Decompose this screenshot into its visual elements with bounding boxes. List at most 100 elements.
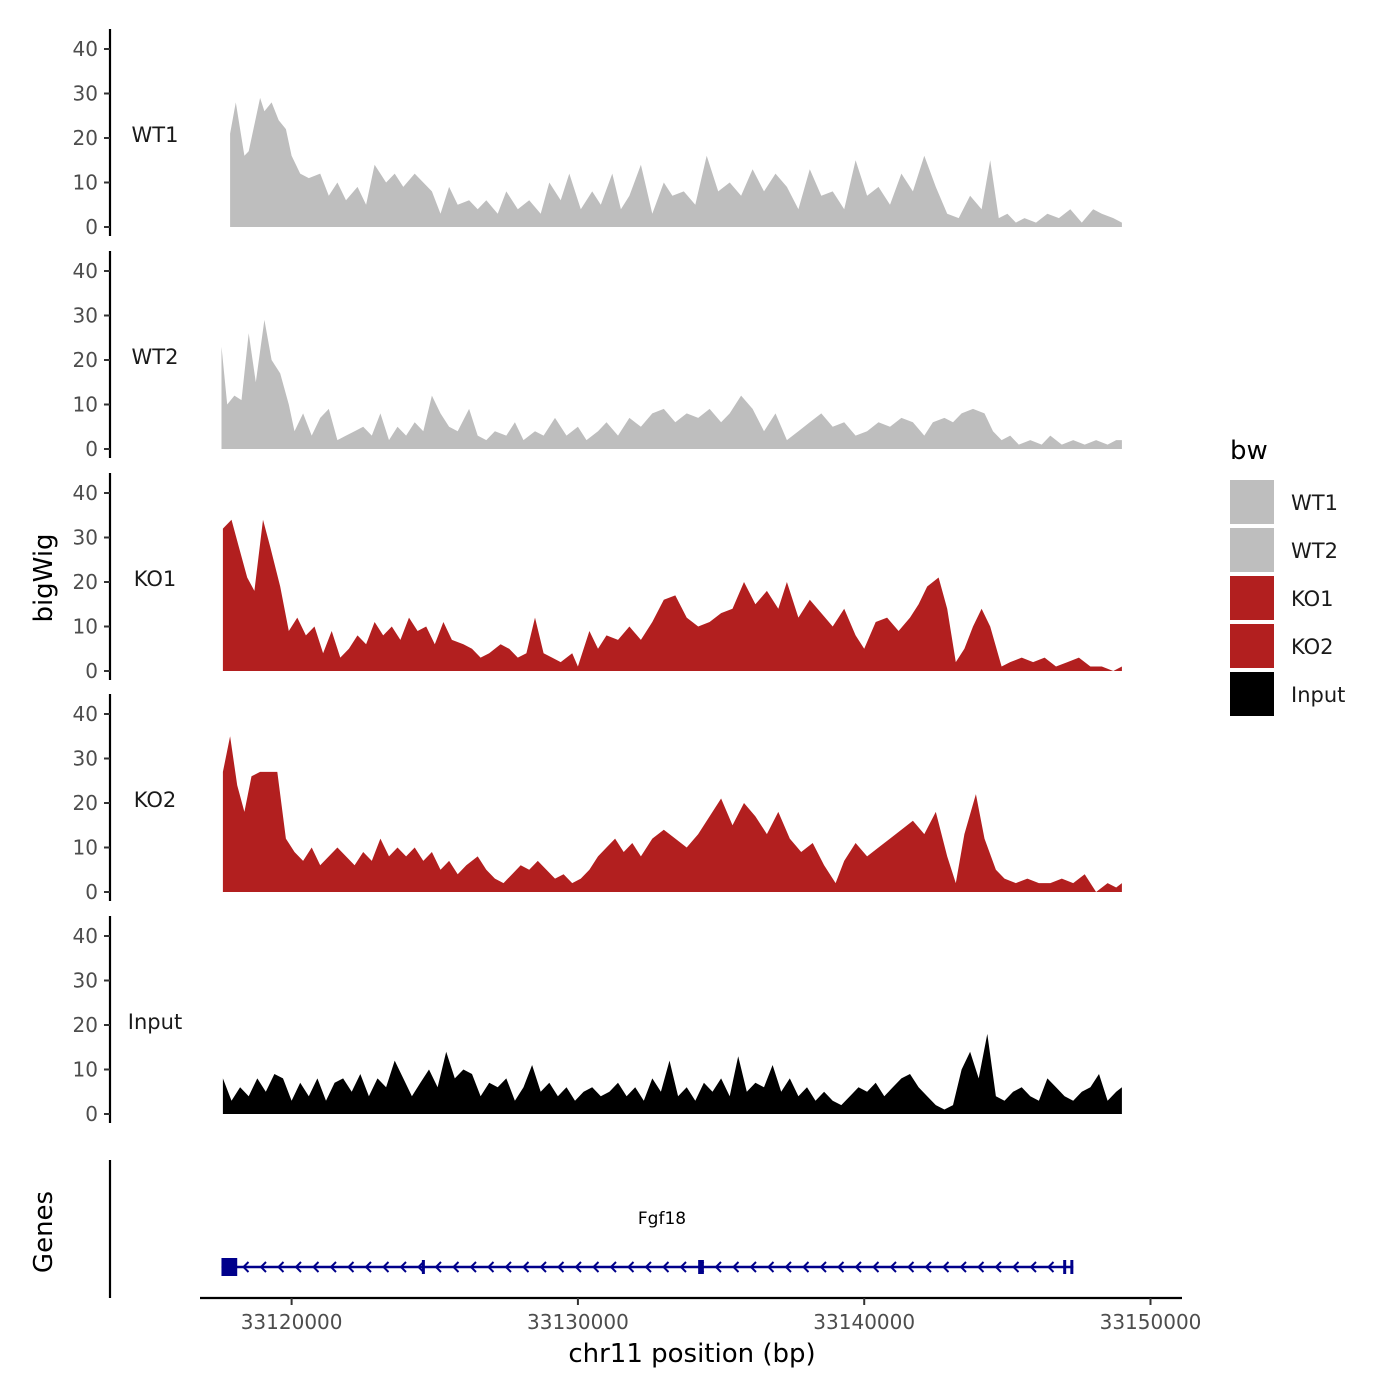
strand-arrow [452,1261,460,1273]
strand-arrow [609,1261,617,1273]
y-tick-label: 30 [73,969,98,993]
coverage-area-wt1 [230,97,1122,228]
gene-exon [698,1260,704,1274]
strand-arrow [644,1261,652,1273]
coverage-area-ko2 [222,736,1122,892]
coverage-tracks: 0 10 20 30 40 WT1 0 10 20 30 40 WT2 0 10 20 30 40 KO1 0 10 2… [73,29,1122,1126]
strand-arrow [907,1261,915,1273]
strand-arrow [889,1261,897,1273]
strand-arrow [749,1261,757,1273]
y-tick-label: 30 [73,82,98,106]
track-ko1: 0 10 20 30 40 KO1 [73,473,1122,683]
strand-arrow [294,1261,302,1273]
strand-arrow [1029,1261,1037,1273]
genes-axis-title: Genes [29,1191,59,1273]
legend-label: WT1 [1291,491,1338,515]
legend-label: Input [1291,683,1345,707]
gene-exon [221,1258,238,1276]
legend: bw WT1 WT2 KO1 KO2 Input [1230,436,1345,716]
track-input: 0 10 20 30 40 Input [73,916,1122,1126]
strand-arrow [942,1261,950,1273]
track-label: WT1 [132,123,179,147]
strand-arrow [924,1261,932,1273]
strand-arrow [784,1261,792,1273]
strand-arrow [522,1261,530,1273]
track-label: Input [128,1010,182,1034]
strand-arrow [627,1261,635,1273]
y-tick-label: 30 [73,304,98,328]
track-ko2: 0 10 20 30 40 KO2 [73,694,1122,904]
track-label: KO2 [134,788,177,812]
strand-arrow [767,1261,775,1273]
y-tick-label: 40 [73,481,98,505]
strand-arrow [382,1261,390,1273]
legend-key-ko1 [1230,576,1274,620]
y-tick-label: 40 [73,924,98,948]
track-label: KO1 [134,567,177,591]
y-tick-label: 10 [73,836,98,860]
strand-arrow [994,1261,1002,1273]
y-tick-label: 0 [85,659,98,683]
strand-arrow [539,1261,547,1273]
strand-arrow [487,1261,495,1273]
x-axis-title: chr11 position (bp) [568,1339,815,1369]
strand-arrow [977,1261,985,1273]
y-tick-label: 20 [73,348,98,372]
y-tick-label: 40 [73,259,98,283]
strand-arrow [259,1261,267,1273]
track-label: WT2 [132,345,179,369]
y-tick-label: 30 [73,747,98,771]
strand-arrow [714,1261,722,1273]
y-tick-label: 20 [73,1013,98,1037]
x-tick-label: 33130000 [527,1310,629,1334]
y-tick-label: 20 [73,570,98,594]
strand-arrow [417,1261,425,1273]
strand-arrow [662,1261,670,1273]
strand-arrow [802,1261,810,1273]
legend-key-input [1230,672,1274,716]
gene-exon [1070,1260,1074,1274]
legend-title: bw [1230,436,1268,466]
strand-arrow [329,1261,337,1273]
gene-panel: Fgf18 [108,1160,1074,1298]
coverage-area-wt2 [221,319,1122,449]
y-tick-label: 10 [73,615,98,639]
strand-arrow [732,1261,740,1273]
strand-arrow [854,1261,862,1273]
y-tick-label: 10 [73,1058,98,1082]
strand-arrow [819,1261,827,1273]
track-wt1: 0 10 20 30 40 WT1 [73,29,1122,239]
strand-arrow [399,1261,407,1273]
coverage-area-ko1 [222,519,1122,671]
legend-key-wt1 [1230,480,1274,524]
strand-arrow [837,1261,845,1273]
legend-key-wt2 [1230,528,1274,572]
y-tick-label: 10 [73,171,98,195]
y-tick-label: 10 [73,393,98,417]
gene-label: Fgf18 [638,1209,686,1229]
legend-label: KO1 [1291,587,1334,611]
strand-arrow [469,1261,477,1273]
strand-arrow [347,1261,355,1273]
y-tick-label: 40 [73,37,98,61]
strand-arrow [277,1261,285,1273]
y-tick-label: 30 [73,526,98,550]
strand-arrow [1012,1261,1020,1273]
legend-label: KO2 [1291,635,1334,659]
y-tick-label: 0 [85,880,98,904]
y-tick-label: 0 [85,215,98,239]
strand-arrow [242,1261,250,1273]
strand-arrow [434,1261,442,1273]
strand-arrow [592,1261,600,1273]
strand-arrow [1047,1261,1055,1273]
strand-arrow [312,1261,320,1273]
gene-exon [1063,1260,1067,1274]
x-tick-label: 33150000 [1100,1310,1202,1334]
x-tick-label: 33120000 [241,1310,343,1334]
x-axis: 33120000 33130000 33140000 33150000 [200,1296,1202,1334]
legend-key-ko2 [1230,624,1274,668]
y-tick-label: 0 [85,1102,98,1126]
coverage-area-input [222,1033,1122,1114]
x-tick-label: 33140000 [813,1310,915,1334]
